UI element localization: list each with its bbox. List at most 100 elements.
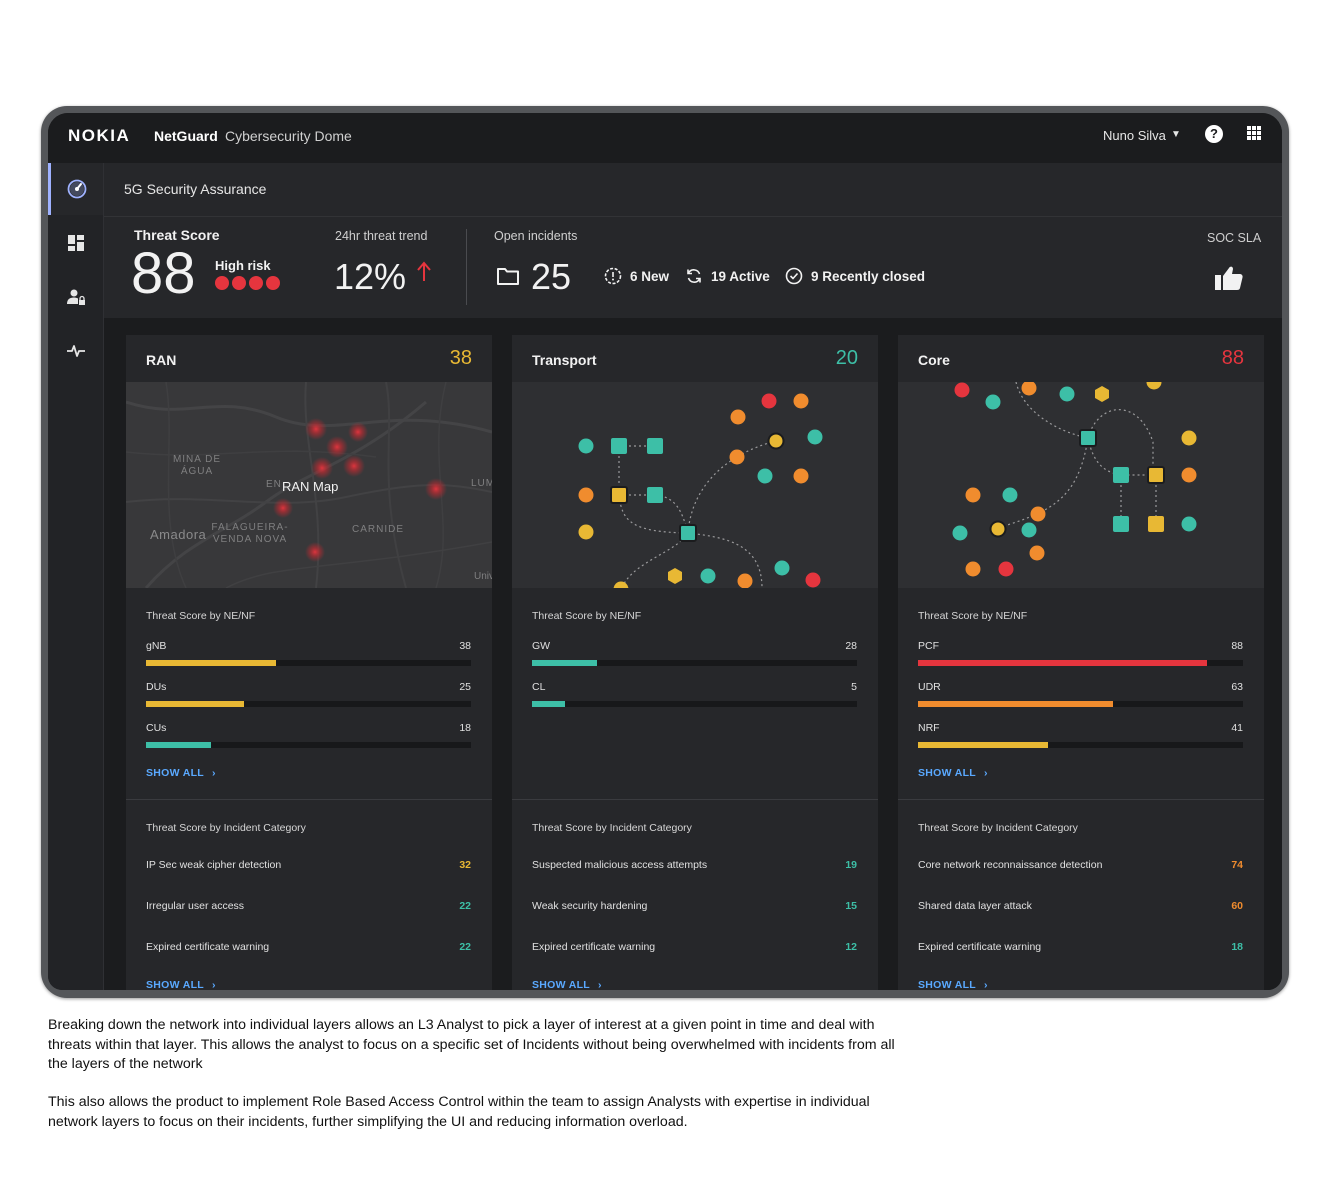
bar-track: [918, 660, 1243, 666]
panel-title: Core: [918, 352, 950, 368]
ne-bar-value: 28: [845, 640, 857, 652]
top-bar: NOKIA NetGuard Cybersecurity Dome Nuno S…: [48, 113, 1282, 163]
panel-ran: RAN 38: [126, 335, 492, 990]
show-all-ne-link[interactable]: SHOW ALL ›: [146, 767, 216, 779]
risk-dot: [249, 276, 263, 290]
bar-track: [918, 742, 1243, 748]
threat-score-value: 88: [131, 241, 196, 306]
shield-gauge-icon: [67, 179, 87, 199]
ne-bar-label: NRF: [918, 722, 940, 734]
panel-core: Core 88: [898, 335, 1264, 990]
risk-dot: [232, 276, 246, 290]
ne-section-title: Threat Score by NE/NF: [918, 610, 1028, 622]
sidebar-item-activity[interactable]: [48, 325, 103, 377]
sidebar-item-user-access[interactable]: [48, 271, 103, 323]
category-label: Core network reconnaissance detection: [918, 859, 1103, 871]
category-label: Suspected malicious access attempts: [532, 859, 708, 871]
panel-title: Transport: [532, 352, 597, 368]
show-all-category-link[interactable]: SHOW ALL ›: [146, 979, 216, 990]
bar-fill: [146, 742, 211, 748]
caret-down-icon[interactable]: ▼: [1171, 129, 1181, 140]
bar-fill: [918, 742, 1048, 748]
bar-track: [146, 660, 471, 666]
open-incidents-label: Open incidents: [494, 229, 578, 243]
map-place-label: FALAGUEIRA-VENDA NOVA: [211, 522, 289, 545]
ne-bar-label: CUs: [146, 722, 167, 734]
trend-label: 24hr threat trend: [335, 229, 428, 243]
nokia-logo[interactable]: NOKIA: [68, 126, 131, 145]
ran-map[interactable]: MINA DE ÁGUA Amadora FALAGUEIRA-VENDA NO…: [126, 382, 492, 588]
panel-score: 20: [835, 347, 858, 369]
map-place-label: CARNIDE: [352, 524, 405, 535]
category-section-title: Threat Score by Incident Category: [146, 822, 306, 834]
app-screen: NOKIA NetGuard Cybersecurity Dome Nuno S…: [48, 113, 1282, 990]
show-all-category-link[interactable]: SHOW ALL ›: [532, 979, 602, 990]
sidebar: [48, 163, 104, 990]
ne-bar-label: PCF: [918, 640, 939, 652]
panel-header[interactable]: Transport 20: [512, 335, 878, 382]
core-topology-graph[interactable]: [898, 382, 1264, 588]
category-label: Irregular user access: [146, 900, 245, 912]
bar-track: [146, 742, 471, 748]
user-menu[interactable]: Nuno Silva: [1103, 128, 1166, 143]
map-place-label: EN: [266, 479, 282, 490]
new-badge-icon: [604, 267, 622, 285]
panel-score: 38: [449, 347, 472, 369]
app-subtitle: Cybersecurity Dome: [225, 128, 352, 144]
panel-score: 88: [1221, 347, 1244, 369]
show-all-ne-link[interactable]: SHOW ALL ›: [918, 767, 988, 779]
summary-divider: [466, 229, 467, 305]
topology-graph: [952, 382, 1197, 577]
caption-paragraph: Breaking down the network into individua…: [48, 1017, 895, 1072]
category-section-title: Threat Score by Incident Category: [918, 822, 1078, 834]
ne-bar-value: 18: [459, 722, 471, 734]
new-incidents[interactable]: 6 New: [604, 267, 669, 285]
ne-section-title: Threat Score by NE/NF: [146, 610, 256, 622]
show-all-label: SHOW ALL: [918, 979, 977, 990]
summary-bar: Threat Score 88 High risk 24hr threat tr…: [104, 217, 1282, 318]
category-value: 22: [459, 900, 471, 912]
ne-section-title: Threat Score by NE/NF: [532, 610, 642, 622]
map-place-label: MINA DE ÁGUA: [172, 454, 222, 477]
bar-fill: [532, 701, 565, 707]
category-value: 19: [845, 859, 857, 871]
transport-topology-graph[interactable]: [512, 382, 878, 588]
panel-title: RAN: [146, 352, 177, 368]
ne-bar-value: 38: [459, 640, 471, 652]
caption-paragraph: This also allows the product to implemen…: [48, 1094, 870, 1130]
ne-bar-label: CL: [532, 681, 546, 693]
graph-node: [578, 393, 823, 588]
show-all-label: SHOW ALL: [146, 979, 205, 990]
graph-node: [952, 382, 1197, 577]
new-incidents-label: 6 New: [630, 268, 670, 284]
sidebar-item-dashboard[interactable]: [48, 217, 103, 269]
category-label: Expired certificate warning: [146, 941, 270, 953]
category-label: IP Sec weak cipher detection: [146, 859, 282, 871]
category-value: 74: [1231, 859, 1243, 871]
threat-score-label: Threat Score: [134, 227, 220, 243]
closed-incidents[interactable]: 9 Recently closed: [785, 267, 925, 285]
panel-divider: [126, 799, 492, 800]
chevron-right-icon: ›: [984, 767, 988, 779]
show-all-label: SHOW ALL: [918, 767, 977, 779]
dashboard-icon: [67, 235, 84, 251]
map-place-label: LUM: [471, 478, 492, 489]
panel-header[interactable]: Core 88: [898, 335, 1264, 382]
active-incidents[interactable]: 19 Active: [685, 267, 770, 285]
folder-icon: [497, 268, 519, 285]
app-grid-icon[interactable]: [1247, 126, 1261, 140]
sidebar-item-security-assurance[interactable]: [48, 163, 103, 215]
map-background: [126, 382, 492, 588]
ne-bar-value: 63: [1231, 681, 1243, 693]
panel-transport: Transport 20: [512, 335, 878, 990]
category-value: 60: [1231, 900, 1243, 912]
show-all-category-link[interactable]: SHOW ALL ›: [918, 979, 988, 990]
user-lock-icon: [66, 289, 85, 305]
map-label: RAN Map: [282, 479, 339, 494]
help-icon[interactable]: ?: [1205, 125, 1223, 143]
category-label: Shared data layer attack: [918, 900, 1032, 912]
ne-bar-value: 41: [1231, 722, 1243, 734]
ne-bar-label: GW: [532, 640, 551, 652]
panel-header[interactable]: RAN 38: [126, 335, 492, 382]
trend-value: 12%: [334, 256, 407, 297]
